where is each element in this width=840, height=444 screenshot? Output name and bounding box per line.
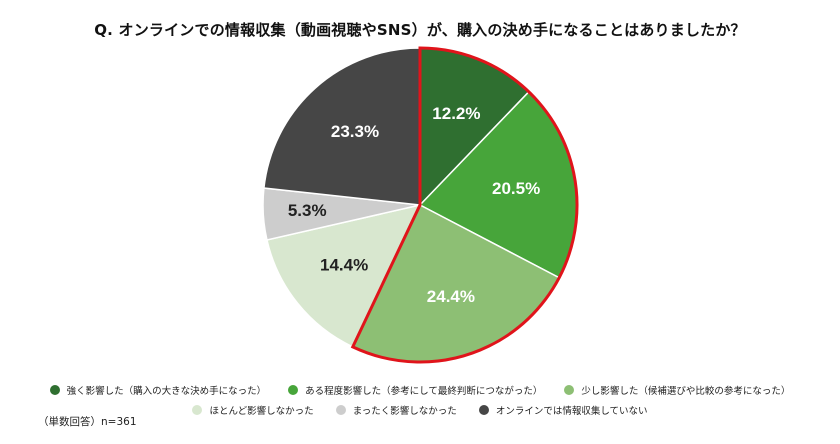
legend-row-2: ほとんど影響しなかった まったく影響しなかった オンラインでは情報収集していない [0, 400, 840, 420]
legend-swatch [564, 385, 575, 395]
legend-label: 強く影響した（購入の大きな決め手になった） [66, 386, 267, 397]
legend-label: 少し影響した（候補選びや比較の参考になった） [581, 386, 791, 397]
legend-label: まったく影響しなかった [352, 406, 457, 417]
legend-label: ほとんど影響しなかった [209, 406, 314, 417]
legend-label: オンラインでは情報収集していない [495, 406, 648, 417]
slice-value-label: 23.3% [331, 122, 379, 141]
legend: 強く影響した（購入の大きな決め手になった） ある程度影響した（参考にして最終判断… [0, 380, 840, 420]
slice-value-label: 5.3% [288, 201, 327, 220]
legend-item: 少し影響した（候補選びや比較の参考になった） [564, 383, 790, 397]
pie-slice [263, 47, 421, 206]
legend-item: 強く影響した（購入の大きな決め手になった） [49, 383, 267, 397]
highlight-outline [350, 46, 579, 364]
legend-item: ほとんど影響しなかった [192, 403, 314, 417]
legend-swatch [192, 405, 203, 415]
legend-row-1: 強く影響した（購入の大きな決め手になった） ある程度影響した（参考にして最終判断… [0, 380, 840, 400]
legend-swatch [49, 385, 60, 395]
legend-item: オンラインでは情報収集していない [478, 403, 648, 417]
legend-swatch [335, 405, 346, 415]
slice-value-label: 14.4% [320, 255, 368, 274]
legend-item: ある程度影響した（参考にして最終判断につながった） [288, 383, 542, 397]
legend-label: ある程度影響した（参考にして最終判断につながった） [305, 386, 543, 397]
legend-item: まったく影響しなかった [335, 403, 457, 417]
slice-value-label: 20.5% [492, 179, 540, 198]
pie-slice [266, 203, 422, 348]
pie-chart: 12.2% 20.5% 24.4% 14.4% 5.3% 23.3% [262, 46, 579, 364]
chart-title: Q. オンラインでの情報収集（動画視聴やSNS）が、購入の決め手になることはあり… [94, 21, 746, 39]
legend-swatch [478, 405, 489, 415]
slice-value-label: 12.2% [432, 104, 480, 123]
legend-swatch [288, 385, 299, 395]
sample-size-note: （単数回答）n=361 [38, 416, 137, 428]
slice-value-label: 24.4% [427, 287, 475, 306]
